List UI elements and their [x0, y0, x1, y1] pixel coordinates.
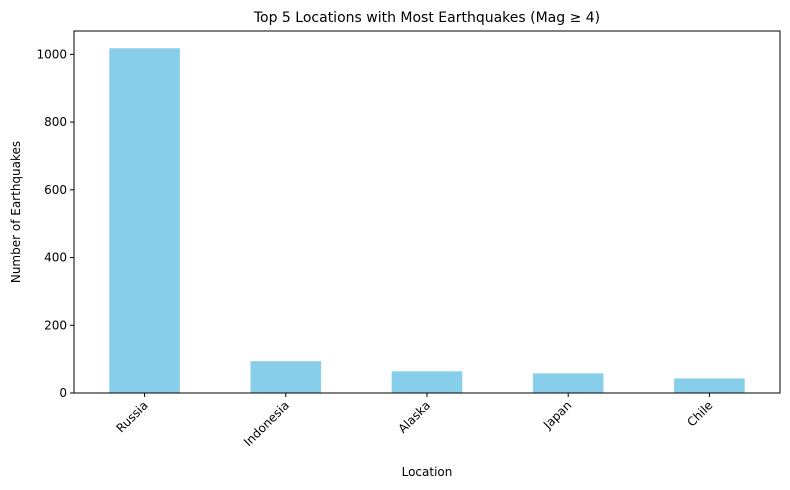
y-tick-label: 0: [59, 386, 67, 400]
bar-russia: [109, 48, 180, 393]
y-tick-label: 200: [44, 318, 67, 332]
bar-japan: [532, 373, 604, 393]
bar-alaska: [391, 371, 463, 393]
chart-title: Top 5 Locations with Most Earthquakes (M…: [253, 10, 600, 26]
plot-frame: [73, 30, 781, 394]
y-tick-label: 800: [44, 115, 67, 129]
x-tick-label-alaska: Alaska: [395, 398, 433, 436]
y-tick-label: 600: [44, 183, 67, 197]
x-tick-label-indonesia: Indonesia: [241, 398, 292, 449]
y-tick-label: 400: [44, 251, 67, 265]
bar-indonesia: [250, 361, 322, 393]
x-tick-label-chile: Chile: [684, 398, 715, 429]
x-axis: Russia Indonesia Alaska Japan Chile: [114, 393, 716, 449]
y-tick-label: 1000: [36, 47, 67, 61]
y-axis-label: Number of Earthquakes: [9, 141, 23, 283]
y-axis: 0 200 400 600 800 1000: [36, 47, 74, 400]
bars-group: [109, 48, 745, 393]
bar-chile: [674, 378, 745, 393]
x-tick-label-japan: Japan: [540, 398, 574, 432]
x-axis-label: Location: [402, 465, 453, 479]
x-tick-label-russia: Russia: [114, 398, 151, 435]
